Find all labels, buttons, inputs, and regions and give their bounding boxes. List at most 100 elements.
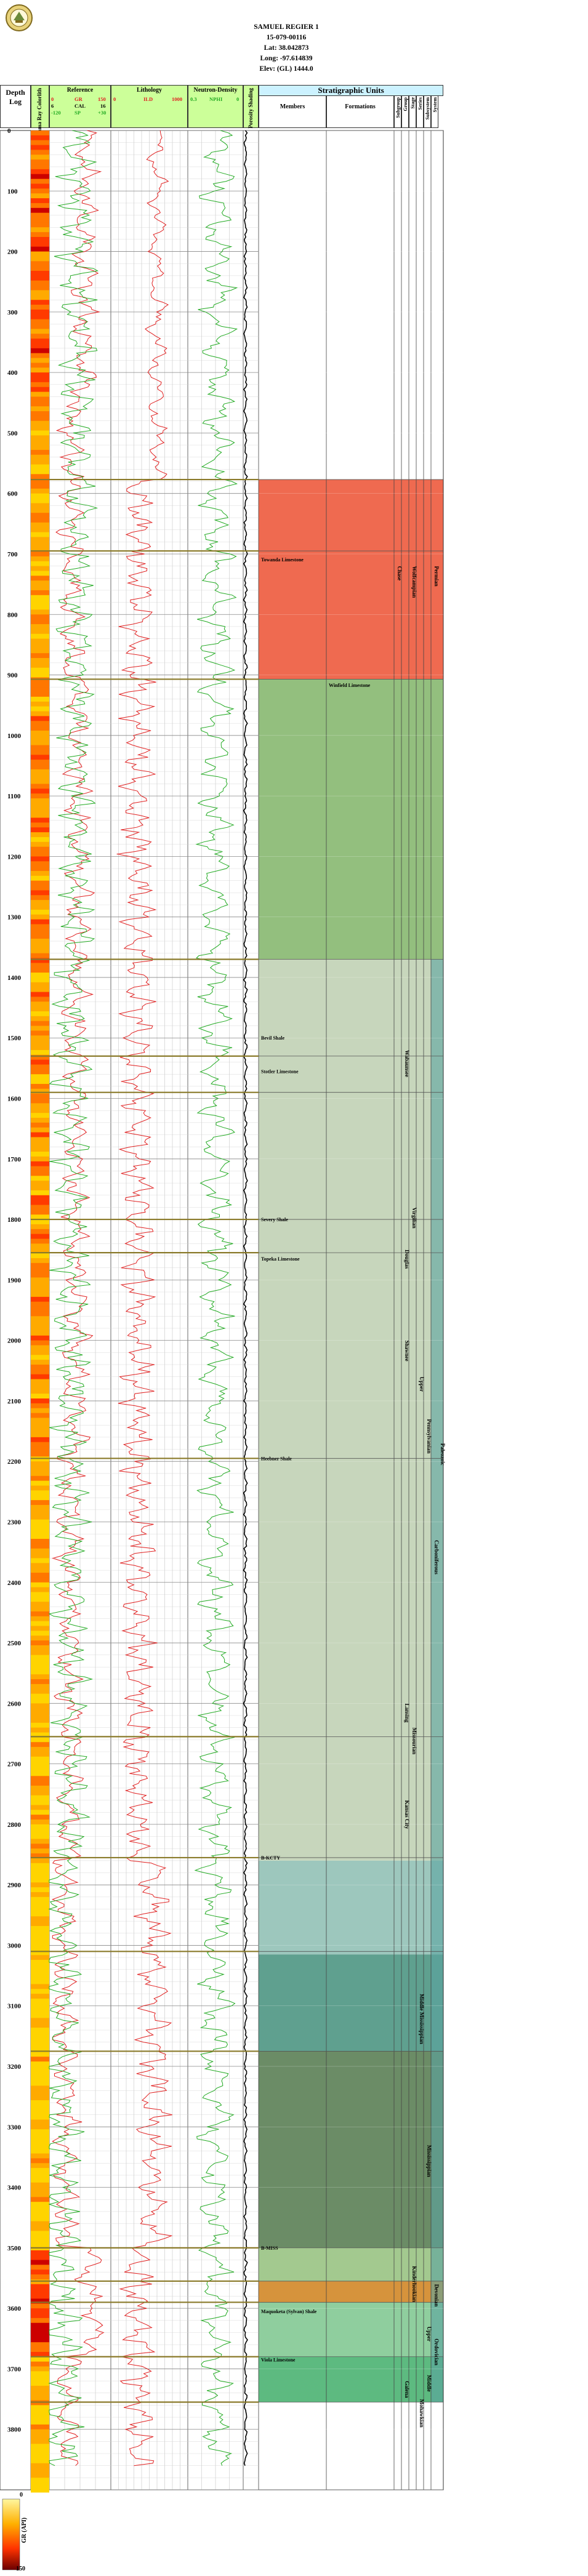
colorlith-segment: [31, 2129, 49, 2135]
colorlith-segment: [31, 1776, 49, 1781]
colorlith-segment: [31, 1195, 49, 1201]
depth-label: 200: [7, 249, 18, 256]
colorlith-segment: [31, 2105, 49, 2111]
colorlith-segment: [31, 2177, 49, 2183]
hierarchy-label: Upper: [426, 2327, 432, 2342]
colorlith-segment: [31, 1640, 49, 1646]
hierarchy-label: Douglas: [404, 1250, 410, 1269]
colorlith-segment: [31, 1868, 49, 1874]
colorlith-segment: [31, 2371, 49, 2377]
colorlith-segment: [31, 973, 49, 978]
colorlith-segment: [31, 1621, 49, 1627]
depth-label: 3300: [7, 2124, 22, 2131]
colorlith-segment: [31, 2255, 49, 2261]
colorlith-segment: [31, 1277, 49, 1283]
colorlith-segment: [31, 1708, 49, 1714]
depth-label: 100: [7, 188, 18, 195]
colorlith-segment: [31, 1389, 49, 1394]
colorlith-segment: [31, 454, 49, 460]
colorlith-segment: [31, 624, 49, 630]
depth-label: 3100: [7, 2003, 22, 2010]
colorlith-segment: [31, 1592, 49, 1597]
hierarchy-label: Permian: [433, 566, 440, 587]
column-headers: Depth Log Gamma Ray Colorlith Reference …: [0, 85, 443, 141]
colorlith-segment: [31, 1224, 49, 1230]
colorlith-segment: [31, 1698, 49, 1704]
colorlith-segment: [31, 2095, 49, 2101]
colorlith-segment: [31, 2076, 49, 2082]
colorlith-segment: [31, 2100, 49, 2106]
member-label: B-KCTY: [261, 1855, 280, 1861]
colorlith-segment: [31, 1669, 49, 1675]
nphi-min: 0: [236, 96, 240, 102]
colorlith-segment: [31, 1156, 49, 1162]
colorlith-segment: [31, 1597, 49, 1602]
colorlith-segment: [31, 692, 49, 697]
colorlith-segment: [31, 266, 49, 271]
colorlith-segment: [31, 924, 49, 929]
colorlith-segment: [31, 2337, 49, 2343]
formations-label: Formations: [345, 103, 376, 110]
colorlith-segment: [31, 943, 49, 949]
colorlith-segment: [31, 2241, 49, 2246]
colorlith-segment: [31, 1340, 49, 1346]
colorlith-segment: [31, 2207, 49, 2212]
depth-markers: [31, 478, 443, 2403]
colorlith-segment: [31, 377, 49, 383]
colorlith-segment: [31, 934, 49, 939]
colorlith-segment: [31, 628, 49, 635]
colorlith-segment: [31, 430, 49, 436]
colorlith-segment: [31, 305, 49, 310]
colorlith-segment: [31, 1737, 49, 1743]
colorlith-segment: [31, 1311, 49, 1317]
colorlith-segment: [31, 1296, 49, 1302]
depth-label: 1000: [7, 732, 22, 740]
colorlith-segment: [31, 217, 49, 223]
member-label: Topeka Limestone: [261, 1256, 300, 1262]
colorlith-segment: [31, 522, 49, 528]
colorlith-segment: [31, 415, 49, 422]
colorlith-segment: [31, 798, 49, 804]
ild-label: ILD: [143, 96, 153, 102]
colorlith-segment: [31, 1413, 49, 1418]
sp-curve: [48, 130, 99, 2466]
colorlith-segment: [31, 1171, 49, 1176]
colorlith-segment: [31, 2289, 49, 2295]
colorlith-segment: [31, 1742, 49, 1747]
colorlith-segment: [31, 1176, 49, 1181]
colorlith-segment: [31, 1979, 49, 1984]
depth-label: 2200: [7, 1458, 22, 1466]
colorlith-segment: [31, 1437, 49, 1443]
colorlith-segment: [31, 2052, 49, 2057]
colorlith-segment: [31, 2395, 49, 2401]
colorlith-segment: [31, 1403, 49, 1409]
colorlith-segment: [31, 1940, 49, 1946]
system-band: [431, 959, 443, 2402]
colorlith-segment: [31, 353, 49, 359]
colorlith-segment: [31, 856, 49, 862]
elevation: Elev: (GL) 1444.0: [259, 65, 313, 73]
colorlith-segment: [31, 1911, 49, 1917]
colorlith-segment: [31, 1360, 49, 1365]
colorlith-segment: [31, 295, 49, 300]
colorlith-segment: [31, 280, 49, 286]
hierarchy-label: Upper: [419, 1377, 425, 1392]
colorlith-segment: [31, 633, 49, 640]
colorlith-segment: [31, 2487, 49, 2493]
colorlith-segment: [31, 227, 49, 233]
colorlith-segment: [31, 832, 49, 838]
colorlith-segment: [31, 1350, 49, 1355]
colorlith-segment: [31, 1186, 49, 1191]
neutron-density-label: Neutron-Density: [193, 87, 238, 94]
colorlith-segment: [31, 1509, 49, 1515]
depth-label: 900: [7, 672, 18, 680]
colorlith-segment: [31, 1820, 49, 1825]
colorlith-segment: [31, 2216, 49, 2222]
hierarchy-label: Mohawkian: [419, 2399, 425, 2428]
colorlith-segment: [31, 2376, 49, 2381]
colorlith-segment: [31, 445, 49, 451]
colorlith-segment: [31, 449, 49, 455]
depth-header: Depth: [6, 88, 25, 97]
colorlith-segment: [31, 1674, 49, 1680]
colorlith-segment: [31, 2419, 49, 2425]
